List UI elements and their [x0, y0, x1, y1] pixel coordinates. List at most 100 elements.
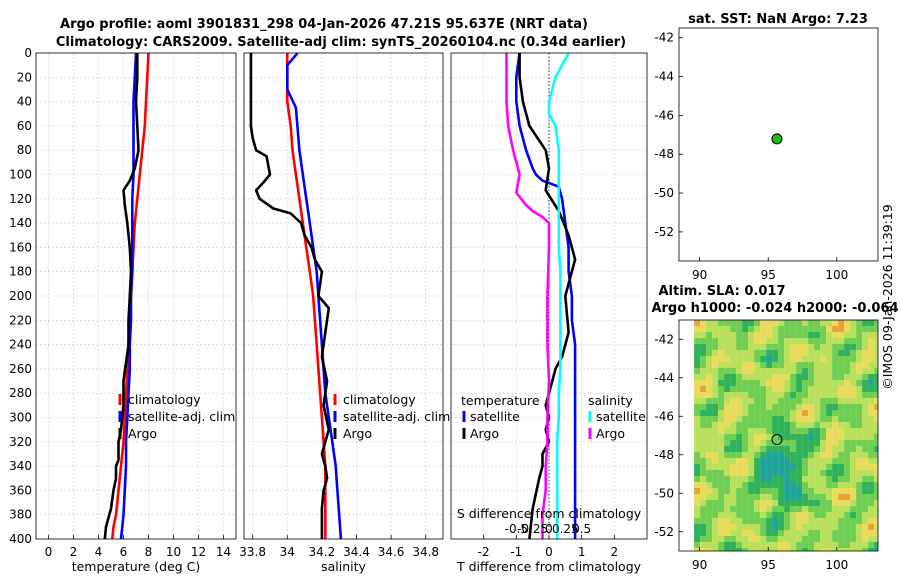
legend-title-salinity: salinity: [588, 393, 633, 408]
sla-cell: [718, 320, 725, 326]
sla-cell: [868, 452, 875, 458]
sla-cell: [796, 368, 803, 374]
sla-cell: [856, 470, 863, 476]
sla-cell: [778, 356, 785, 362]
sla-cell: [712, 386, 719, 392]
sla-cell: [772, 398, 779, 404]
sla-cell: [814, 338, 821, 344]
sla-cell: [712, 434, 719, 440]
sla-cell: [730, 512, 737, 518]
map-frame: [678, 27, 879, 262]
sla-cell: [796, 428, 803, 434]
sla-cell: [772, 392, 779, 398]
sla-cell: [730, 464, 737, 470]
sla-cell: [694, 374, 701, 380]
sla-cell: [754, 326, 761, 332]
sla-cell: [856, 368, 863, 374]
sla-cell: [826, 338, 833, 344]
sla-cell: [748, 380, 755, 386]
sla-cell: [874, 338, 878, 344]
sla-cell: [796, 380, 803, 386]
sla-cell: [868, 482, 875, 488]
sla-cell: [856, 488, 863, 494]
sla-cell: [784, 362, 791, 368]
sla-cell: [754, 470, 761, 476]
sla-cell: [820, 446, 827, 452]
sla-cell: [808, 380, 815, 386]
sla-cell: [850, 380, 857, 386]
sla-cell: [730, 362, 737, 368]
sla-cell: [868, 428, 875, 434]
sla-cell: [868, 344, 875, 350]
sla-cell: [850, 482, 857, 488]
sla-cell: [850, 410, 857, 416]
sla-cell: [748, 452, 755, 458]
sla-cell: [730, 482, 737, 488]
legend-label: satellite: [470, 409, 520, 424]
sla-cell: [736, 398, 743, 404]
sla-cell: [790, 548, 797, 551]
sla-cell: [808, 500, 815, 506]
sla-cell: [856, 440, 863, 446]
sla-cell: [796, 386, 803, 392]
sla-cell: [706, 500, 713, 506]
sla-cell: [736, 410, 743, 416]
sla-cell: [760, 530, 767, 536]
sla-cell: [868, 512, 875, 518]
sla-cell: [790, 386, 797, 392]
sla-cell: [766, 530, 773, 536]
sla-cell: [850, 446, 857, 452]
sla-cell: [850, 434, 857, 440]
sla-cell: [820, 416, 827, 422]
sla-cell: [826, 326, 833, 332]
sla-cell: [778, 392, 785, 398]
sla-cell: [874, 386, 878, 392]
sla-cell: [712, 320, 719, 326]
sla-cell: [718, 506, 725, 512]
sla-cell: [706, 392, 713, 398]
sla-cell: [694, 386, 701, 392]
sla-cell: [736, 476, 743, 482]
sla-cell: [832, 338, 839, 344]
sla-cell: [826, 386, 833, 392]
sla-cell: [712, 362, 719, 368]
sla-cell: [820, 320, 827, 326]
sla-cell: [748, 434, 755, 440]
sla-cell: [838, 320, 845, 326]
sla-cell: [820, 350, 827, 356]
sla-cell: [718, 458, 725, 464]
sla-cell: [874, 326, 878, 332]
sla-cell: [796, 470, 803, 476]
sla-cell: [862, 410, 869, 416]
sla-cell: [706, 344, 713, 350]
sla-cell: [724, 542, 731, 548]
sla-cell: [838, 428, 845, 434]
sla-cell: [736, 548, 743, 551]
sla-cell: [814, 446, 821, 452]
sla-cell: [862, 428, 869, 434]
sla-cell: [838, 500, 845, 506]
sla-cell: [784, 476, 791, 482]
sla-cell: [856, 536, 863, 542]
sla-cell: [712, 368, 719, 374]
sla-cell: [754, 512, 761, 518]
sla-cell: [760, 518, 767, 524]
sla-cell: [706, 350, 713, 356]
sla-cell: [838, 482, 845, 488]
sla-cell: [814, 392, 821, 398]
sla-cell: [700, 512, 707, 518]
sla-cell: [862, 374, 869, 380]
sla-cell: [784, 332, 791, 338]
sla-cell: [862, 362, 869, 368]
sla-cell: [718, 542, 725, 548]
sla-cell: [742, 470, 749, 476]
sla-cell: [868, 536, 875, 542]
sla-cell: [784, 410, 791, 416]
sla-cell: [730, 446, 737, 452]
sla-cell: [790, 320, 797, 326]
sla-cell: [874, 368, 878, 374]
sla-cell: [742, 446, 749, 452]
y-tick-label: 240: [9, 338, 32, 352]
sla-cell: [862, 404, 869, 410]
sla-cell: [730, 542, 737, 548]
